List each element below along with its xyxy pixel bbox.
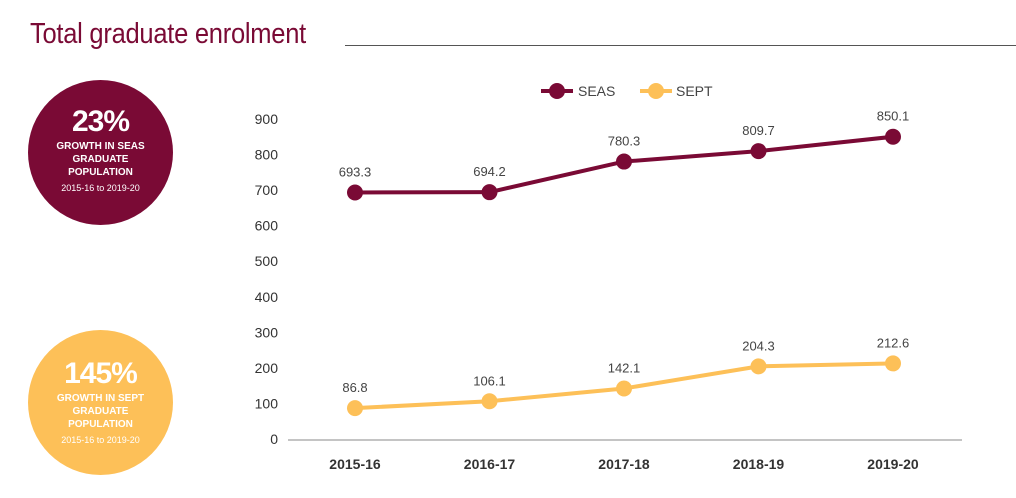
x-tick-label: 2016-17 [464, 456, 516, 472]
sept-growth-range: 2015-16 to 2019-20 [61, 435, 140, 445]
sept-data-point [750, 358, 767, 375]
sept-data-label: 86.8 [342, 380, 367, 395]
legend-seas-label: SEAS [578, 83, 615, 99]
y-tick-label: 300 [255, 324, 279, 340]
legend-seas-marker [549, 83, 565, 99]
y-tick-label: 0 [270, 431, 278, 447]
seas-data-label: 809.7 [742, 123, 775, 138]
seas-data-label: 694.2 [473, 164, 506, 179]
seas-data-point [347, 184, 363, 201]
x-tick-label: 2018-19 [733, 456, 785, 472]
seas-data-point [885, 128, 901, 145]
sept-data-label: 106.1 [473, 373, 506, 388]
y-tick-label: 100 [255, 395, 279, 411]
y-tick-label: 600 [255, 218, 279, 234]
sept-data-point [481, 393, 498, 410]
x-tick-label: 2017-18 [598, 456, 650, 472]
seas-data-point [481, 184, 498, 201]
seas-growth-callout: 23% GROWTH IN SEAS GRADUATE POPULATION 2… [28, 80, 173, 225]
sept-data-label: 142.1 [608, 360, 641, 375]
y-tick-label: 900 [255, 111, 279, 127]
legend-sept-marker [648, 83, 664, 99]
sept-data-label: 204.3 [742, 338, 775, 353]
seas-data-label: 693.3 [339, 164, 372, 179]
y-tick-label: 200 [255, 360, 279, 376]
y-tick-label: 800 [255, 147, 279, 163]
sept-data-point [885, 355, 901, 372]
legend-sept-label: SEPT [676, 83, 713, 99]
sept-data-label: 212.6 [877, 335, 910, 350]
seas-data-label: 780.3 [608, 134, 641, 149]
x-tick-label: 2019-20 [867, 456, 919, 472]
sept-growth-callout: 145% GROWTH IN SEPT GRADUATE POPULATION … [28, 330, 173, 475]
seas-growth-range: 2015-16 to 2019-20 [61, 183, 140, 193]
y-tick-label: 400 [255, 289, 279, 305]
x-tick-label: 2015-16 [329, 456, 381, 472]
sept-growth-percent: 145% [64, 357, 138, 390]
sept-growth-description: GROWTH IN SEPT GRADUATE POPULATION [56, 393, 145, 430]
seas-growth-percent: 23% [71, 105, 130, 138]
seas-data-label: 850.1 [877, 109, 910, 124]
seas-data-point [750, 143, 767, 160]
y-tick-label: 700 [255, 182, 279, 198]
sept-data-point [347, 400, 363, 417]
y-tick-label: 500 [255, 253, 279, 269]
seas-data-point [616, 153, 632, 170]
title-rule [345, 45, 1016, 46]
page-title: Total graduate enrolment [30, 18, 306, 50]
sept-data-point [616, 380, 632, 397]
seas-growth-description: GROWTH IN SEAS GRADUATE POPULATION [56, 141, 145, 178]
